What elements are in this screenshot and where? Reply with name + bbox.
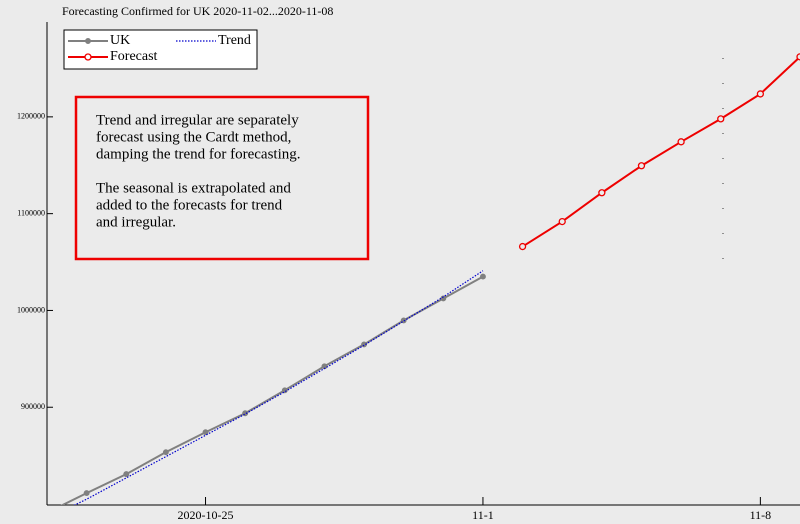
point: [598, 189, 606, 197]
annotation-text: The seasonal is extrapolated and: [96, 180, 291, 196]
point: [162, 449, 169, 456]
series-line: [60, 275, 484, 505]
y-tick-label: 1100000: [17, 208, 45, 217]
annotation-text: added to the forecasts for trend: [96, 197, 283, 213]
point: [479, 273, 486, 280]
point: [83, 490, 90, 497]
chart-title: Forecasting Confirmed for UK 2020-11-02.…: [62, 4, 333, 18]
point: [518, 242, 527, 251]
point: [756, 90, 765, 98]
annotation-text: damping the trend for forecasting.: [96, 146, 301, 162]
legend-label: UK: [110, 33, 130, 48]
annotation-text: forecast using the Cardt method,: [96, 129, 291, 145]
legend-marker: [85, 38, 91, 44]
x-tick-label: 11-1: [472, 508, 494, 522]
series-line: [73, 270, 484, 505]
point: [677, 138, 685, 146]
legend-marker: [84, 53, 92, 61]
point: [281, 387, 288, 394]
point: [717, 115, 725, 123]
point: [558, 217, 566, 226]
annotation-text: Trend and irregular are separately: [96, 112, 299, 128]
plot-area: [60, 53, 800, 505]
annotation-text: and irregular.: [96, 214, 176, 230]
x-tick-label: 11-8: [750, 508, 772, 522]
point: [796, 53, 800, 61]
y-tick-label: 1000000: [17, 305, 45, 314]
point: [123, 471, 130, 478]
legend-label: Trend: [218, 33, 251, 48]
annotation-box: [74, 95, 370, 261]
point: [637, 162, 646, 170]
y-tick-label: 900000: [21, 402, 45, 411]
point: [202, 429, 209, 436]
series-line: [522, 56, 800, 248]
legend: [63, 29, 258, 70]
legend-label: Forecast: [110, 49, 158, 64]
y-tick-label: 1200000: [17, 112, 45, 121]
x-tick-label: 2020-10-25: [178, 508, 234, 522]
